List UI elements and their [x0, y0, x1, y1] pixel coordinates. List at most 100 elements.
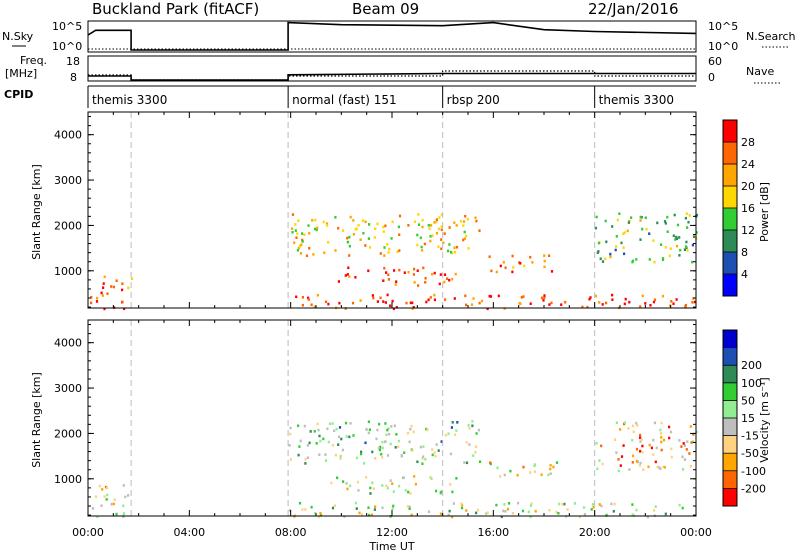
scatter-cell	[361, 219, 365, 222]
scatter-cell	[431, 453, 434, 457]
scatter-cell	[455, 245, 459, 249]
scatter-cell	[689, 425, 692, 428]
scatter-cell	[411, 449, 414, 452]
scatter-cell	[453, 297, 456, 300]
scatter-cell	[548, 303, 551, 306]
scatter-cell	[299, 252, 303, 255]
scatter-cell	[661, 258, 665, 262]
scatter-cell	[313, 430, 316, 433]
scatter-cell	[594, 294, 597, 298]
scatter-cell	[433, 293, 436, 297]
scatter-cell	[653, 421, 656, 425]
scatter-cell	[660, 421, 663, 425]
scatter-cell	[379, 296, 382, 300]
scatter-cell	[506, 507, 509, 511]
scatter-cell	[503, 307, 506, 310]
scatter-cell	[466, 217, 469, 221]
scatter-cell	[635, 258, 638, 261]
scatter-cell	[339, 454, 342, 458]
scatter-cell	[550, 270, 554, 273]
scatter-cell	[409, 427, 412, 431]
scatter-cell	[661, 257, 665, 260]
scatter-cell	[416, 233, 419, 237]
colorbar-segment	[723, 230, 737, 253]
scatter-cell	[499, 264, 502, 268]
scatter-cell	[297, 246, 300, 250]
scatter-cell	[660, 448, 663, 452]
scatter-cell	[345, 482, 348, 485]
scatter-cell	[475, 219, 478, 223]
scatter-cell	[300, 243, 303, 246]
scatter-cell	[451, 490, 454, 494]
scatter-cell	[348, 435, 351, 439]
scatter-cell	[319, 439, 322, 443]
scatter-cell	[627, 221, 630, 224]
scatter-cell	[467, 424, 470, 427]
scatter-cell	[620, 241, 623, 245]
scatter-cell	[398, 233, 401, 236]
scatter-cell	[299, 439, 302, 443]
scatter-cell	[374, 457, 377, 460]
scatter-cell	[103, 307, 106, 311]
scatter-cell	[439, 491, 442, 494]
x-tick-label: 16:00	[477, 526, 509, 539]
scatter-cell	[295, 236, 298, 239]
scatter-cell	[359, 299, 362, 302]
scatter-cell	[315, 442, 318, 445]
scatter-cell	[298, 445, 301, 448]
scatter-cell	[478, 460, 482, 463]
x-tick-labels: 00:00 04:00 08:00 12:00 16:00 20:00 00:00	[72, 526, 712, 539]
scatter-cell	[306, 444, 309, 447]
scatter-cell	[674, 238, 677, 241]
scatter-cell	[301, 508, 304, 511]
scatter-cell	[352, 233, 355, 236]
nsky-series-line	[87, 21, 697, 51]
scatter-cell	[660, 440, 663, 444]
scatter-cell	[619, 428, 622, 431]
scatter-cell	[485, 512, 488, 515]
scatter-cell	[379, 252, 382, 255]
scatter-cell	[693, 300, 697, 304]
scatter-cell	[334, 216, 337, 219]
scatter-cell	[527, 510, 530, 514]
scatter-cell	[423, 242, 426, 246]
scatter-cell	[463, 461, 466, 464]
scatter-cell	[598, 459, 601, 462]
scatter-cell	[683, 444, 686, 447]
scatter-cell	[424, 281, 427, 284]
scatter-cell	[351, 301, 355, 305]
scatter-cell	[333, 429, 336, 433]
scatter-cell	[688, 452, 691, 455]
scatter-cell	[639, 215, 642, 219]
scatter-cell	[451, 277, 454, 281]
scatter-cell	[337, 435, 341, 439]
scatter-cell	[421, 457, 424, 460]
scatter-cell	[503, 503, 506, 506]
scatter-cell	[639, 238, 642, 241]
scatter-cell	[583, 513, 586, 516]
scatter-cell	[336, 476, 339, 480]
scatter-cell	[639, 436, 642, 440]
scatter-cell	[381, 484, 384, 487]
scatter-cell	[529, 471, 532, 474]
scatter-cell	[376, 222, 379, 226]
scatter-cell	[470, 303, 474, 306]
scatter-cell	[327, 240, 330, 244]
scatter-cell	[376, 428, 379, 432]
scatter-cell	[624, 297, 627, 301]
scatter-cell	[381, 440, 384, 444]
scatter-cell	[631, 259, 635, 263]
y-tick-label: 4000	[54, 129, 82, 142]
scatter-cell	[600, 444, 603, 448]
scatter-cell	[412, 273, 415, 276]
scatter-cell	[560, 303, 563, 306]
scatter-cell	[448, 243, 451, 246]
scatter-cell	[543, 265, 546, 269]
colorbar-tick-label: 16	[741, 202, 755, 215]
freq-label: Freq.	[20, 54, 47, 67]
scatter-cell	[312, 253, 315, 256]
scatter-cell	[316, 293, 319, 297]
scatter-cell	[369, 492, 372, 495]
scatter-cell	[620, 455, 624, 458]
x-tick-label: 00:00	[680, 526, 712, 539]
